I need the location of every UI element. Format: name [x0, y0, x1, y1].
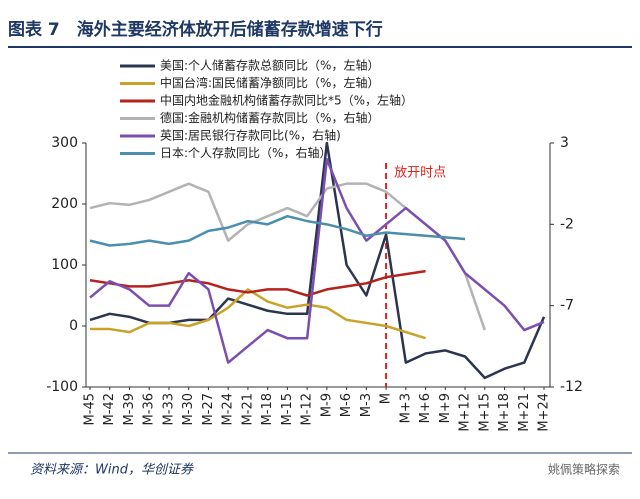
y2-tick-label: -7	[560, 298, 574, 314]
x-tick-label: M-21	[240, 393, 255, 425]
x-tick-label: M-42	[102, 393, 117, 425]
x-tick-label: M-45	[83, 393, 98, 425]
x-tick-label: M+21	[517, 393, 532, 432]
y-tick-label: 100	[51, 257, 78, 273]
x-tick-label: M-24	[221, 393, 236, 425]
x-tick-label: M-15	[280, 393, 295, 425]
x-tick-label: M-36	[142, 393, 157, 425]
chart-title: 图表 7 海外主要经济体放开后储蓄存款增速下行	[8, 19, 383, 40]
y-tick-label: 300	[51, 135, 78, 151]
legend-label: 英国:居民银行存款同比(%，右轴)	[160, 128, 341, 143]
x-tick-label: M+3	[398, 393, 413, 423]
x-tick-label: M-39	[122, 393, 137, 425]
y-tick-label: -100	[46, 379, 78, 395]
y2-tick-label: -12	[560, 379, 583, 395]
x-tick-label: M-27	[201, 393, 216, 425]
source: 资料来源：Wind，华创证券	[30, 463, 194, 478]
series-line	[90, 288, 426, 340]
legend-label: 日本:个人存款同比（%，右轴）	[160, 145, 331, 160]
legend-label: 德国:金融机构储蓄存款同比（%，右轴）	[160, 110, 379, 125]
x-tick-label: M+6	[418, 393, 433, 423]
x-tick-label: M-12	[300, 393, 315, 425]
x-tick-label: M-18	[260, 393, 275, 425]
legend-label: 中国内地金融机构储蓄存款同比*5（%，左轴）	[160, 93, 413, 108]
legend-label: 中国台湾:国民储蓄净额同比（%，左轴）	[160, 75, 379, 90]
x-tick-label: M-3	[359, 393, 374, 417]
y-tick-label: 0	[69, 318, 78, 334]
x-tick-label: M+12	[458, 393, 473, 432]
x-tick-label: M-33	[161, 393, 176, 425]
x-tick-label: M+24	[537, 393, 552, 432]
x-tick-label: M-30	[181, 393, 196, 425]
x-tick-label: M+18	[497, 393, 512, 432]
x-tick-label: M+15	[477, 393, 492, 432]
y2-tick-label: -2	[560, 216, 574, 232]
series-line	[89, 141, 546, 380]
series-line	[89, 158, 545, 364]
series-line	[89, 269, 426, 297]
x-tick-label: M-6	[339, 393, 354, 417]
x-tick-label: M+9	[438, 393, 453, 423]
y2-tick-label: 3	[560, 135, 569, 151]
y-tick-label: 200	[51, 196, 78, 212]
x-tick-label: M	[379, 393, 394, 404]
annotation: 放开时点	[394, 166, 446, 181]
legend-label: 美国:个人储蓄存款总额同比（%，左轴）	[160, 58, 379, 73]
watermark: 姚佩策略探索	[548, 462, 620, 477]
x-tick-label: M-9	[319, 393, 334, 417]
series-line	[89, 214, 466, 247]
